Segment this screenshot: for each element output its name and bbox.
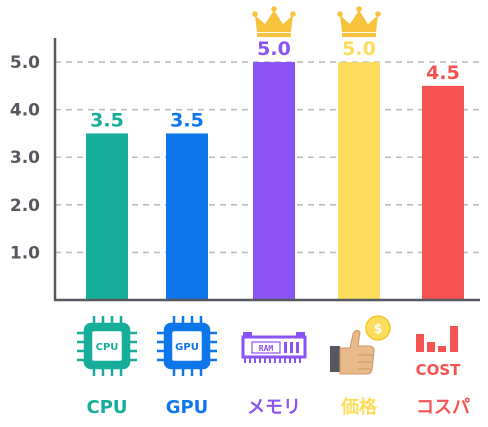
bar: [422, 85, 464, 301]
bar: [86, 133, 128, 300]
value-label: 3.5: [90, 109, 124, 131]
crown-icon: [255, 10, 293, 33]
y-tick-label: 4.0: [10, 101, 40, 121]
category-label: CPU: [86, 397, 127, 418]
crown-jewel: [290, 11, 296, 17]
y-tick-label: 3.0: [10, 148, 40, 168]
crown-base: [257, 33, 291, 38]
ram-module-icon: RAM: [241, 332, 307, 363]
bar: [253, 62, 295, 300]
bars: [86, 62, 464, 301]
crown-base: [342, 33, 376, 38]
value-labels: 3.5 3.5 5.0 5.0 4.5: [90, 38, 460, 131]
y-tick-label: 1.0: [10, 243, 40, 263]
y-tick-label: 2.0: [10, 196, 40, 216]
category-label: 価格: [340, 396, 378, 418]
cost-icon-label: COST: [416, 361, 462, 379]
bar: [166, 133, 208, 300]
crown-jewel: [356, 6, 362, 12]
category-label: コスパ: [416, 397, 470, 418]
crown-jewel: [252, 11, 258, 17]
thumbs-up-coin-icon: $: [330, 315, 391, 375]
cost-bars-icon: COST: [416, 326, 462, 379]
y-tick-label: 5.0: [10, 53, 40, 73]
category-label: GPU: [166, 397, 209, 418]
crowns: [252, 6, 381, 38]
value-label: 4.5: [426, 62, 460, 84]
bar: [338, 62, 380, 300]
category-label: メモリ: [247, 397, 301, 418]
crown-icon: [340, 10, 378, 33]
gpu-chip-label: GPU: [175, 342, 199, 353]
category-labels: CPU GPU メモリ 価格 コスパ: [86, 396, 470, 418]
gpu-chip-icon: GPU: [157, 316, 217, 376]
value-label: 5.0: [342, 38, 376, 60]
cpu-chip-label: CPU: [96, 342, 119, 353]
crown-jewel: [271, 6, 277, 12]
ram-label: RAM: [259, 344, 274, 353]
crown-jewel: [337, 11, 343, 17]
value-label: 3.5: [170, 109, 204, 131]
y-tick-labels: 1.0 2.0 3.0 4.0 5.0: [10, 53, 40, 263]
value-label: 5.0: [257, 38, 291, 60]
crown-jewel: [375, 11, 381, 17]
coin-symbol: $: [373, 322, 382, 337]
cpu-chip-icon: CPU: [77, 316, 137, 376]
